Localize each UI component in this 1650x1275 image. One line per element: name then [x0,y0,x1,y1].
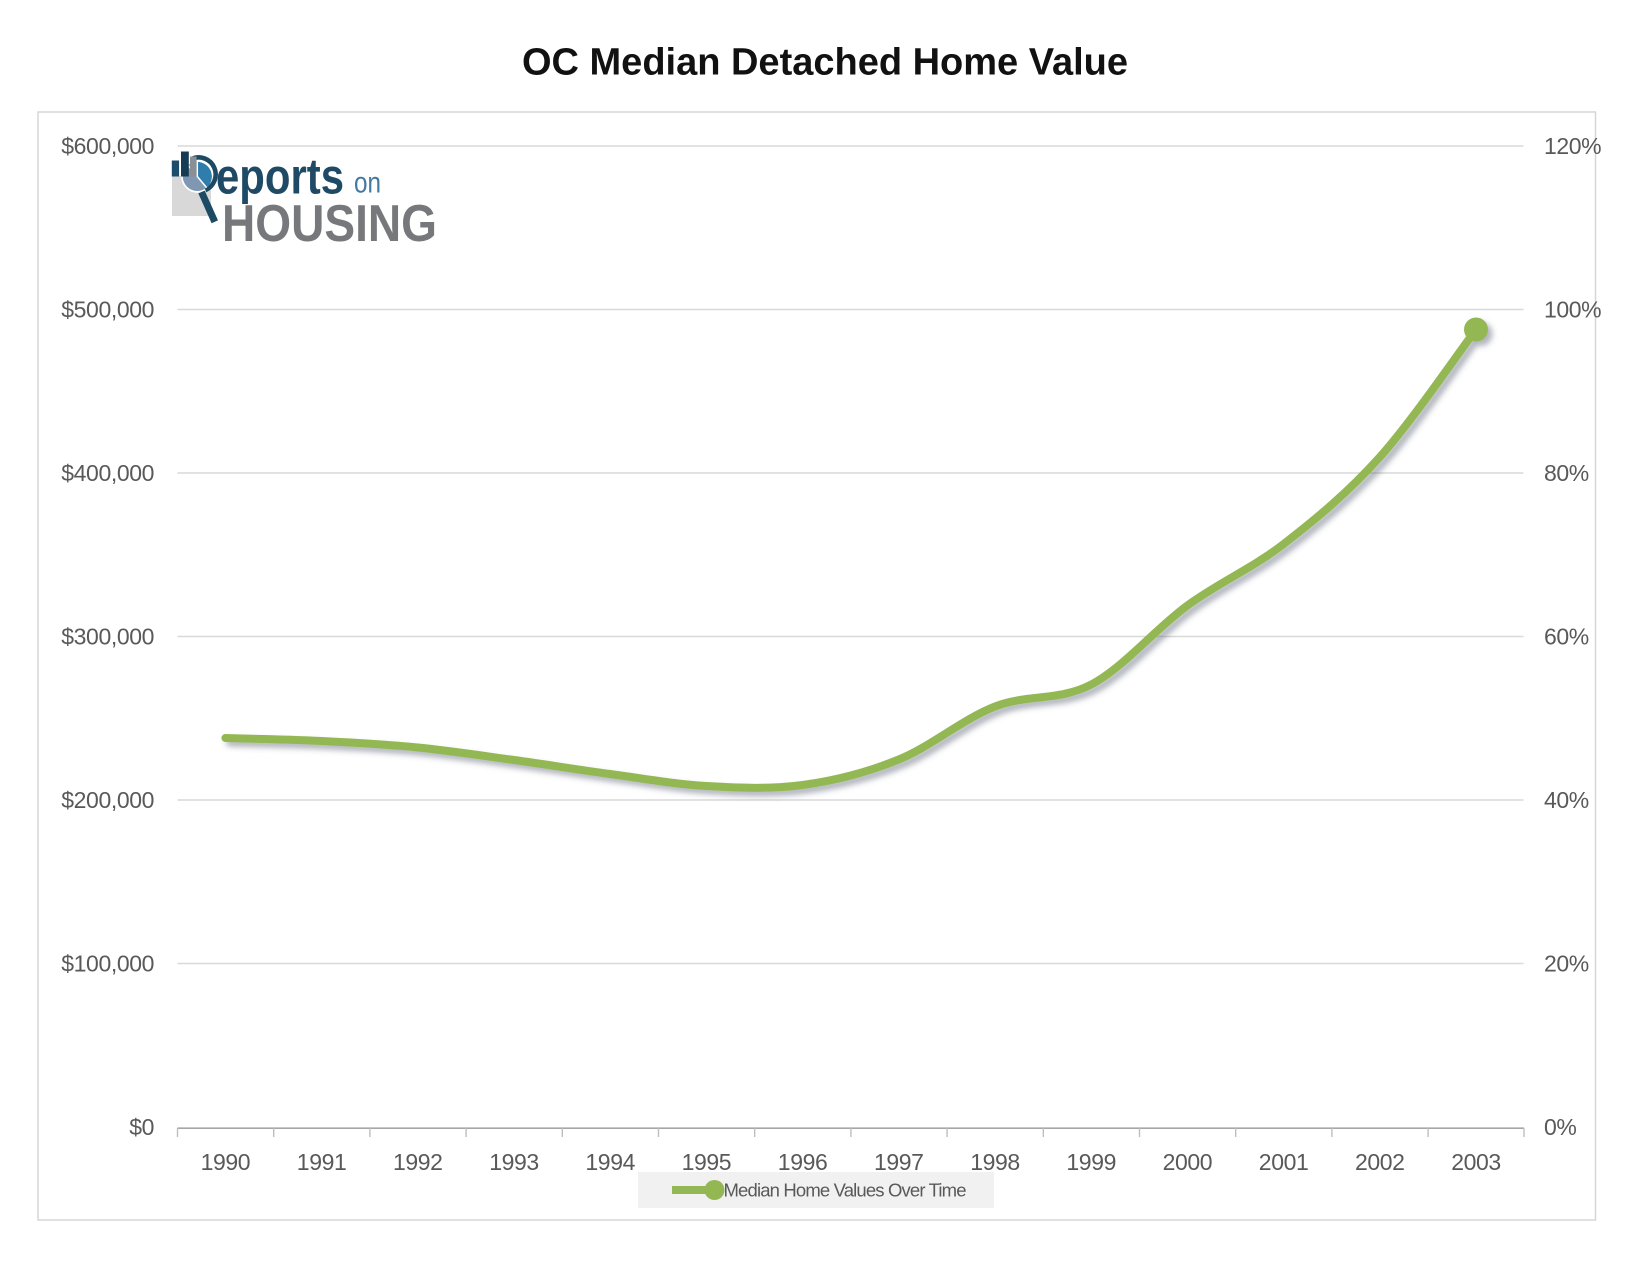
svg-text:2000: 2000 [1163,1149,1213,1175]
svg-text:2001: 2001 [1259,1149,1309,1175]
svg-text:1990: 1990 [201,1149,251,1175]
svg-text:eports: eports [216,149,344,205]
svg-text:20%: 20% [1544,951,1589,977]
svg-text:1995: 1995 [682,1149,732,1175]
svg-text:$500,000: $500,000 [61,297,154,323]
svg-text:OC Median Detached Home Value: OC Median Detached Home Value [522,42,1128,84]
svg-text:$200,000: $200,000 [61,787,154,813]
svg-text:1994: 1994 [585,1149,635,1175]
svg-text:on: on [354,166,381,199]
svg-text:1991: 1991 [297,1149,347,1175]
svg-text:1997: 1997 [874,1149,924,1175]
svg-text:$0: $0 [129,1114,154,1140]
svg-text:1996: 1996 [778,1149,828,1175]
svg-text:100%: 100% [1544,297,1601,323]
svg-text:Median Home Values Over Time: Median Home Values Over Time [724,1180,967,1201]
svg-text:1999: 1999 [1066,1149,1116,1175]
svg-text:1992: 1992 [393,1149,443,1175]
svg-text:80%: 80% [1544,460,1589,486]
svg-text:$300,000: $300,000 [61,624,154,650]
svg-text:$600,000: $600,000 [61,133,154,159]
svg-text:HOUSING: HOUSING [222,194,437,252]
svg-text:60%: 60% [1544,624,1589,650]
svg-text:0%: 0% [1544,1114,1576,1140]
svg-text:1998: 1998 [970,1149,1020,1175]
svg-text:1993: 1993 [489,1149,539,1175]
svg-text:120%: 120% [1544,133,1601,159]
svg-text:40%: 40% [1544,787,1589,813]
svg-text:$100,000: $100,000 [61,951,154,977]
svg-text:$400,000: $400,000 [61,460,154,486]
svg-text:2003: 2003 [1451,1149,1501,1175]
svg-text:2002: 2002 [1355,1149,1405,1175]
